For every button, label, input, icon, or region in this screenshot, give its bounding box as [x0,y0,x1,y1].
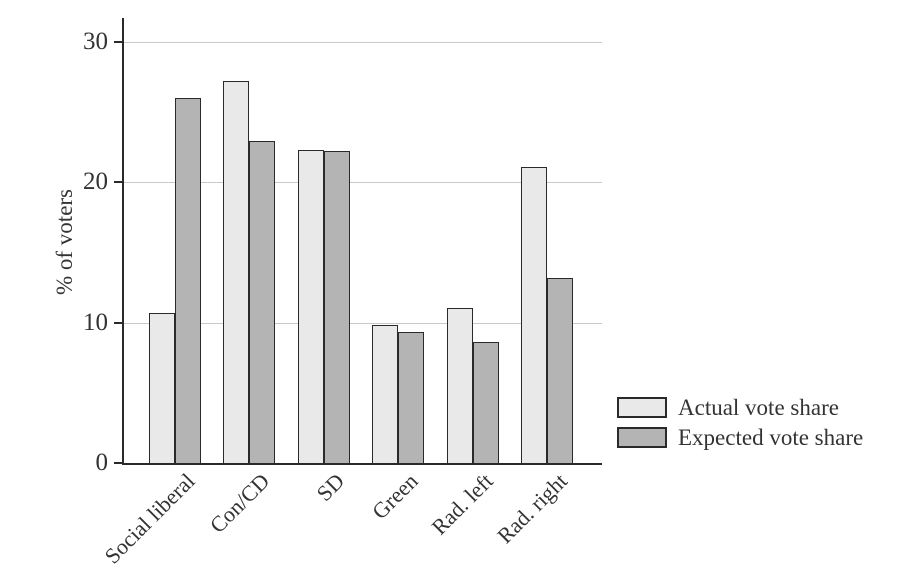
bar-expected-green [398,332,424,464]
x-tick-label-green: Green [367,468,424,524]
legend-label-actual-vote-share: Actual vote share [678,395,839,420]
x-tick-label-sd: SD [311,468,349,506]
x-tick-label-social-liberal: Social liberal [99,468,200,569]
y-axis-label: % of voters [52,188,77,296]
legend-swatch-expected-vote-share [617,427,667,448]
bar-expected-con-cd [249,141,275,464]
y-tick-0 [114,462,123,464]
bar-actual-green [372,325,398,464]
y-tick-label-10: 10 [83,309,108,336]
y-axis-line [122,18,124,465]
y-tick-30 [114,41,123,43]
gridline-20 [123,182,602,183]
y-tick-label-30: 30 [83,28,108,55]
gridline-10 [123,323,602,324]
x-tick-label-rad-right: Rad. right [492,468,572,549]
y-tick-10 [114,322,123,324]
legend-swatch-actual-vote-share [617,397,667,418]
x-axis-line [122,463,602,465]
legend-label-expected-vote-share: Expected vote share [678,425,864,450]
bar-expected-sd [324,151,350,464]
bar-actual-rad-left [447,308,473,464]
bar-actual-social-liberal [149,313,175,464]
legend: Actual vote share Expected vote share [617,395,863,455]
legend-item-actual-vote-share: Actual vote share [617,395,863,420]
y-tick-label-0: 0 [95,449,109,476]
gridline-30 [123,42,602,43]
bar-actual-con-cd [223,81,249,464]
bar-expected-rad-left [473,342,499,464]
x-tick-label-con-cd: Con/CD [204,468,275,538]
legend-item-expected-vote-share: Expected vote share [617,425,863,450]
x-tick-label-rad-left: Rad. left [426,468,498,540]
y-tick-20 [114,181,123,183]
bar-expected-social-liberal [175,98,201,464]
bar-actual-sd [298,150,324,464]
bar-expected-rad-right [547,278,573,464]
y-tick-label-20: 20 [83,168,108,195]
bar-actual-rad-right [521,167,547,464]
